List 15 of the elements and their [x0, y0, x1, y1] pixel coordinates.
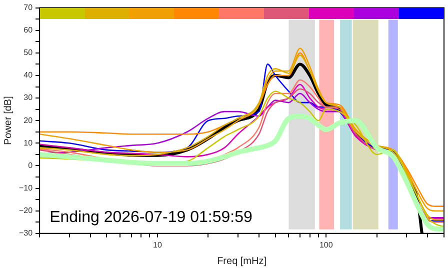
y-tick-label: 50: [24, 48, 34, 58]
y-tick-label: 10: [24, 138, 34, 148]
x-tick-label: 100: [319, 240, 334, 250]
y-tick-label: 70: [24, 3, 34, 12]
y-tick-label: −30: [18, 228, 34, 238]
y-tick-label: 0: [28, 160, 34, 170]
y-axis-title: Power [dB]: [2, 96, 14, 146]
y-tick-label: 40: [24, 70, 34, 80]
y-tick-label: 30: [24, 93, 34, 102]
y-tick-label: −20: [18, 206, 34, 216]
y-tick-label: 20: [24, 116, 34, 125]
y-tick-label: −10: [18, 183, 34, 192]
y-tick-label: 60: [24, 26, 34, 35]
annotation: Ending 2026-07-19 01:59:59: [50, 208, 253, 226]
x-axis-title: Freq [mHz]: [217, 256, 267, 267]
